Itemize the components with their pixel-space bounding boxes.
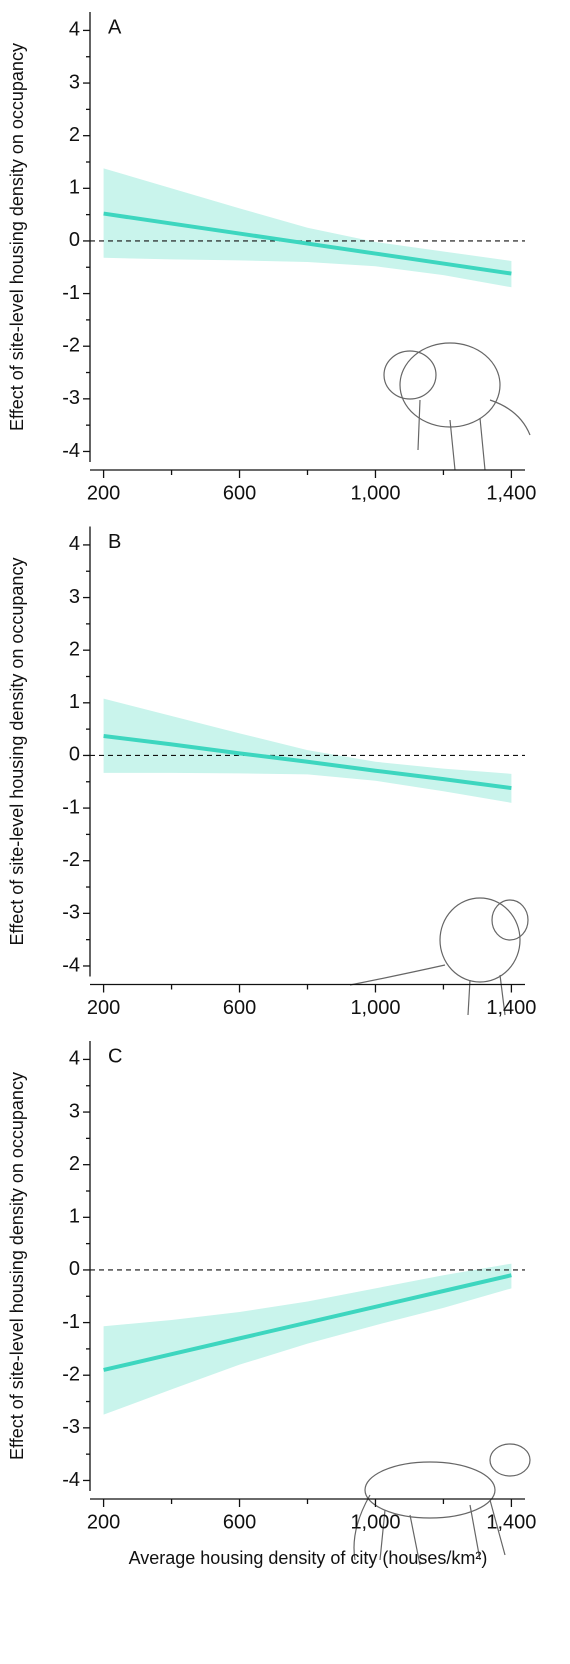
- y-tick-label: -1: [62, 282, 80, 304]
- y-tick-label: 1: [69, 177, 80, 199]
- y-tick-label: -3: [62, 902, 80, 924]
- trend-line: [103, 211, 512, 276]
- y-tick-label: 3: [69, 71, 80, 93]
- y-tick-label: -2: [62, 1363, 80, 1385]
- confidence-band: [103, 1263, 512, 1415]
- y-tick-label: 0: [69, 1258, 80, 1280]
- y-axis-title: Effect of site-level housing density on …: [7, 558, 27, 946]
- y-tick-label: -1: [62, 1311, 80, 1333]
- panel: -4 -3 -2 -1 0 1 2 3 4 200 600 1,000 1,400 A Effect of …: [7, 12, 536, 504]
- panel-label: A: [108, 16, 122, 38]
- y-tick-label: 2: [69, 638, 80, 660]
- trend-line: [103, 1273, 512, 1372]
- trend-line: [103, 733, 512, 791]
- x-tick-label: 1,000: [350, 997, 400, 1019]
- x-tick-label: 600: [223, 997, 256, 1019]
- x-tick-label: 1,400: [486, 997, 536, 1019]
- y-tick-label: -3: [62, 387, 80, 409]
- y-axis-title: Effect of site-level housing density on …: [7, 43, 27, 431]
- y-tick-label: 3: [69, 586, 80, 608]
- y-tick-label: 1: [69, 1206, 80, 1228]
- x-tick-label: 600: [223, 482, 256, 504]
- x-tick-label: 200: [87, 997, 120, 1019]
- panel: -4 -3 -2 -1 0 1 2 3 4 200 600 1,000 1,400 B Effect of …: [7, 526, 536, 1019]
- confidence-band: [103, 168, 512, 288]
- x-tick-label: 1,000: [350, 482, 400, 504]
- x-tick-label: 1,400: [486, 1511, 536, 1533]
- y-tick-label: 2: [69, 124, 80, 146]
- x-tick-label: 1,400: [486, 482, 536, 504]
- x-axis-title: Average housing density of city (houses/…: [129, 1548, 488, 1568]
- y-tick-label: -4: [62, 440, 80, 462]
- y-tick-label: 1: [69, 691, 80, 713]
- y-tick-label: 0: [69, 744, 80, 766]
- x-tick-label: 600: [223, 1511, 256, 1533]
- y-axis-title: Effect of site-level housing density on …: [7, 1072, 27, 1460]
- y-tick-label: -2: [62, 334, 80, 356]
- y-tick-label: 4: [69, 1048, 80, 1070]
- y-tick-label: -4: [62, 1469, 80, 1491]
- x-tick-label: 200: [87, 482, 120, 504]
- opossum-drawing: [349, 897, 529, 1016]
- y-tick-label: 4: [69, 533, 80, 555]
- y-tick-label: -3: [62, 1416, 80, 1438]
- y-tick-label: 2: [69, 1153, 80, 1175]
- panel-label: B: [108, 531, 121, 553]
- raccoon-drawing: [383, 342, 531, 471]
- panel: -4 -3 -2 -1 0 1 2 3 4 200 600 1,000 1,400 C Effect of …: [7, 1041, 536, 1568]
- x-tick-label: 1,000: [350, 1511, 400, 1533]
- y-tick-label: -1: [62, 796, 80, 818]
- y-tick-label: 4: [69, 19, 80, 41]
- x-tick-label: 200: [87, 1511, 120, 1533]
- panel-label: C: [108, 1045, 122, 1067]
- y-tick-label: -2: [62, 849, 80, 871]
- coyote-drawing: [353, 1443, 531, 1566]
- y-tick-label: -4: [62, 954, 80, 976]
- confidence-band: [103, 698, 512, 803]
- y-tick-label: 0: [69, 229, 80, 251]
- y-tick-label: 3: [69, 1100, 80, 1122]
